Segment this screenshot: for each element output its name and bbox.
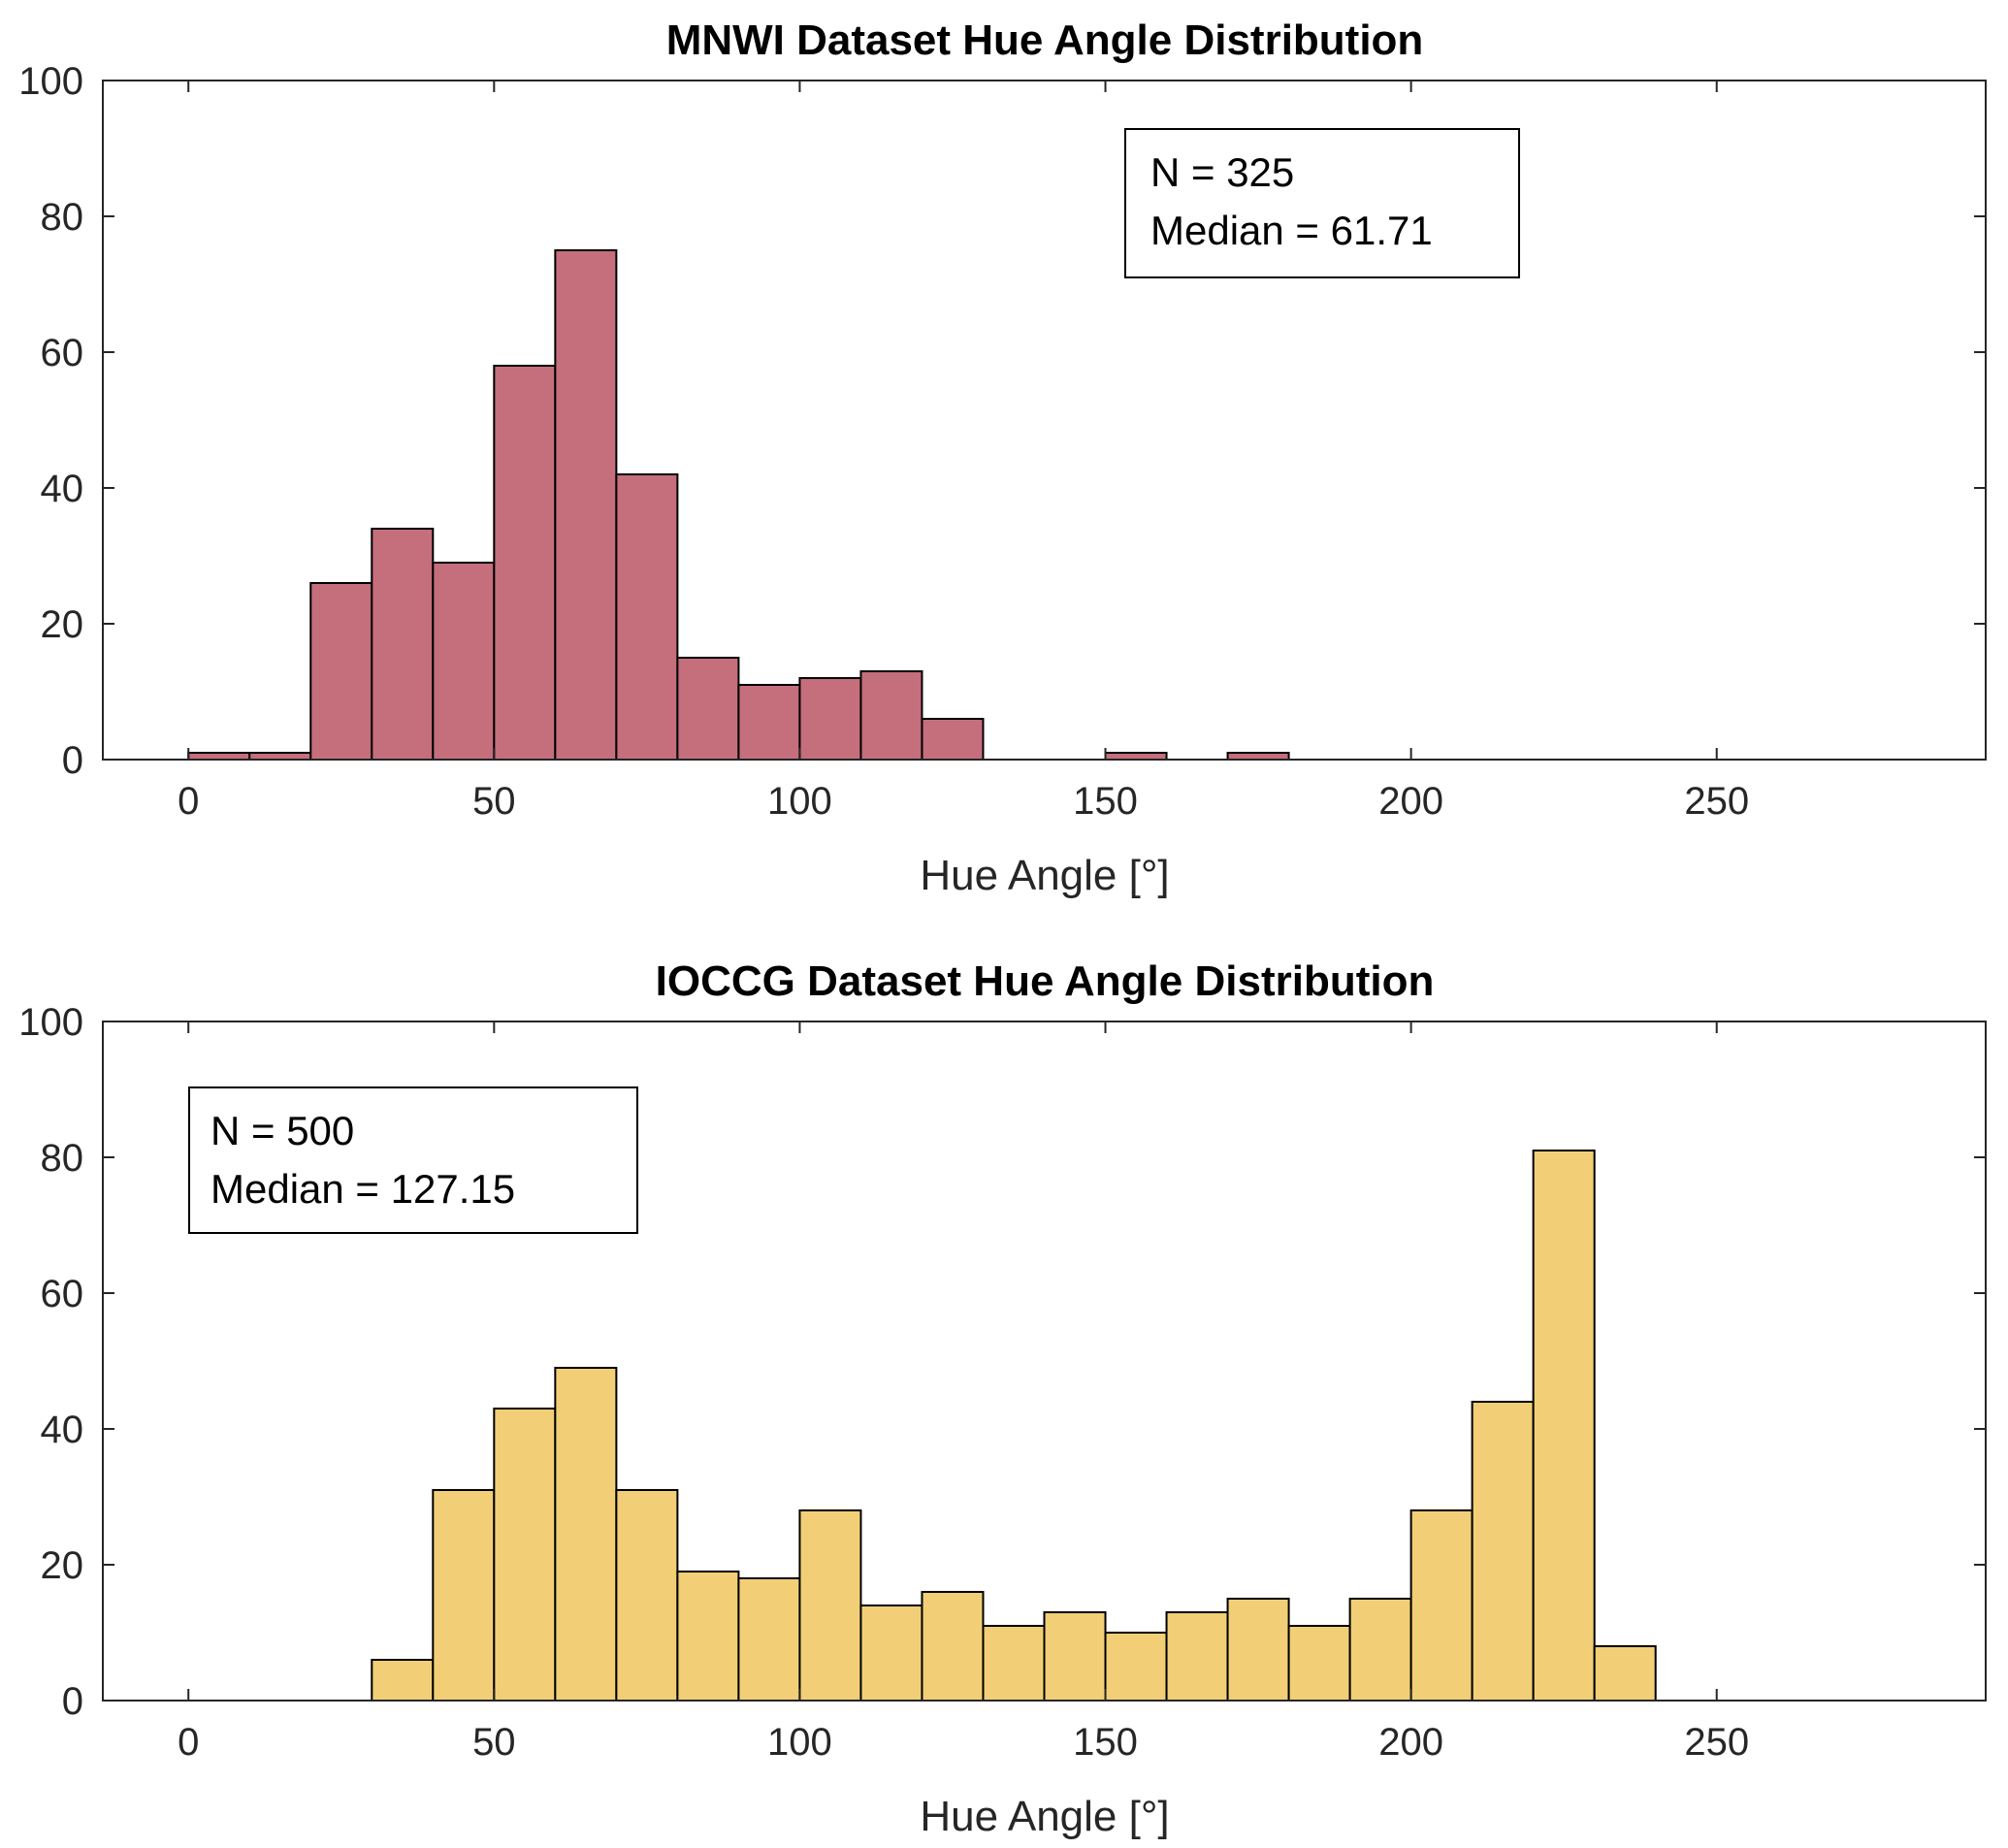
mnwi-y-tick-label-20: 20 (41, 603, 84, 646)
ioccg-bar-120 (921, 1591, 985, 1702)
ioccg-bar-140 (1043, 1611, 1107, 1702)
mnwi-bar-80 (676, 657, 740, 761)
ioccg-x-tick-label-50: 50 (472, 1721, 516, 1764)
mnwi-bar-150 (1104, 752, 1168, 761)
ioccg-y-tick-label-80: 80 (41, 1137, 84, 1180)
ioccg-y-tick-label-0: 0 (62, 1680, 83, 1723)
mnwi-bar-20 (309, 582, 373, 761)
mnwi-histogram-panel: MNWI Dataset Hue Angle Distribution 0 50 1… (18, 16, 1987, 899)
mnwi-x-tick-label-150: 150 (1073, 780, 1138, 823)
mnwi-x-tick-label-200: 200 (1378, 780, 1443, 823)
ioccg-x-tick-label-250: 250 (1684, 1721, 1749, 1764)
ioccg-bar-220 (1532, 1150, 1596, 1702)
ioccg-bar-160 (1165, 1611, 1229, 1702)
mnwi-stats-box: N = 325 Median = 61.71 (1124, 128, 1520, 278)
mnwi-bar-30 (371, 528, 435, 761)
ioccg-bar-170 (1226, 1598, 1290, 1702)
mnwi-bar-90 (737, 684, 801, 761)
mnwi-stats-frame (1124, 128, 1520, 278)
ioccg-bar-180 (1287, 1625, 1351, 1702)
mnwi-bar-60 (554, 249, 618, 761)
ioccg-bar-210 (1471, 1401, 1535, 1702)
mnwi-x-axis-label: Hue Angle [°] (920, 852, 1169, 899)
ioccg-bar-100 (798, 1509, 862, 1702)
mnwi-axis-ticks: 0 50 100 150 200 250 0 20 40 60 80 100 (18, 60, 1986, 823)
mnwi-bars (187, 249, 1290, 761)
ioccg-stat-median: Median = 127.15 (211, 1166, 515, 1212)
ioccg-stats-box: N = 500 Median = 127.15 (188, 1086, 638, 1234)
ioccg-histogram-panel: IOCCG Dataset Hue Angle Distribution 0 50… (18, 957, 1987, 1840)
mnwi-stat-count: N = 325 (1150, 149, 1294, 195)
ioccg-stats-frame (188, 1086, 638, 1234)
ioccg-x-tick-label-150: 150 (1073, 1721, 1138, 1764)
mnwi-chart-title: MNWI Dataset Hue Angle Distribution (666, 16, 1424, 64)
ioccg-bar-190 (1348, 1598, 1412, 1702)
ioccg-bar-30 (371, 1659, 435, 1702)
mnwi-y-tick-label-100: 100 (18, 60, 83, 103)
ioccg-x-tick-label-100: 100 (767, 1721, 832, 1764)
mnwi-y-tick-label-60: 60 (41, 332, 84, 374)
ioccg-y-tick-label-100: 100 (18, 1001, 83, 1044)
mnwi-bar-0 (187, 752, 251, 761)
ioccg-bar-230 (1593, 1645, 1657, 1702)
ioccg-bar-60 (554, 1367, 618, 1702)
mnwi-y-tick-label-40: 40 (41, 468, 84, 510)
mnwi-bar-170 (1226, 752, 1290, 761)
mnwi-y-tick-label-0: 0 (62, 739, 83, 782)
ioccg-bar-40 (432, 1489, 496, 1702)
ioccg-y-tick-label-20: 20 (41, 1544, 84, 1587)
mnwi-x-tick-label-250: 250 (1684, 780, 1749, 823)
ioccg-bar-110 (859, 1605, 923, 1702)
ioccg-y-tick-label-40: 40 (41, 1409, 84, 1451)
mnwi-bar-40 (432, 562, 496, 761)
mnwi-bar-100 (798, 677, 862, 761)
mnwi-x-tick-label-50: 50 (472, 780, 516, 823)
ioccg-bar-130 (982, 1625, 1046, 1702)
mnwi-bar-70 (615, 473, 679, 761)
ioccg-y-tick-label-60: 60 (41, 1273, 84, 1315)
ioccg-bar-70 (615, 1489, 679, 1702)
mnwi-bar-110 (859, 670, 923, 761)
ioccg-x-tick-label-0: 0 (178, 1721, 199, 1764)
ioccg-axis-ticks: 0 50 100 150 200 250 0 20 40 60 80 100 (18, 1001, 1986, 1764)
ioccg-plot-frame (102, 1021, 1987, 1702)
mnwi-plot-frame (102, 80, 1987, 761)
ioccg-chart-title: IOCCG Dataset Hue Angle Distribution (656, 957, 1435, 1005)
ioccg-stat-count: N = 500 (211, 1108, 354, 1153)
mnwi-x-tick-label-100: 100 (767, 780, 832, 823)
mnwi-bar-50 (493, 365, 557, 761)
ioccg-bar-150 (1104, 1632, 1168, 1702)
mnwi-x-tick-label-0: 0 (178, 780, 199, 823)
mnwi-bar-120 (921, 718, 985, 761)
ioccg-bar-200 (1409, 1509, 1474, 1702)
ioccg-x-axis-label: Hue Angle [°] (920, 1793, 1169, 1840)
ioccg-bar-90 (737, 1577, 801, 1702)
mnwi-y-tick-label-80: 80 (41, 196, 84, 239)
ioccg-x-tick-label-200: 200 (1378, 1721, 1443, 1764)
ioccg-bar-80 (676, 1571, 740, 1702)
mnwi-bar-10 (248, 752, 312, 761)
ioccg-bars (371, 1150, 1657, 1702)
ioccg-bar-50 (493, 1408, 557, 1702)
mnwi-stat-median: Median = 61.71 (1150, 208, 1433, 253)
